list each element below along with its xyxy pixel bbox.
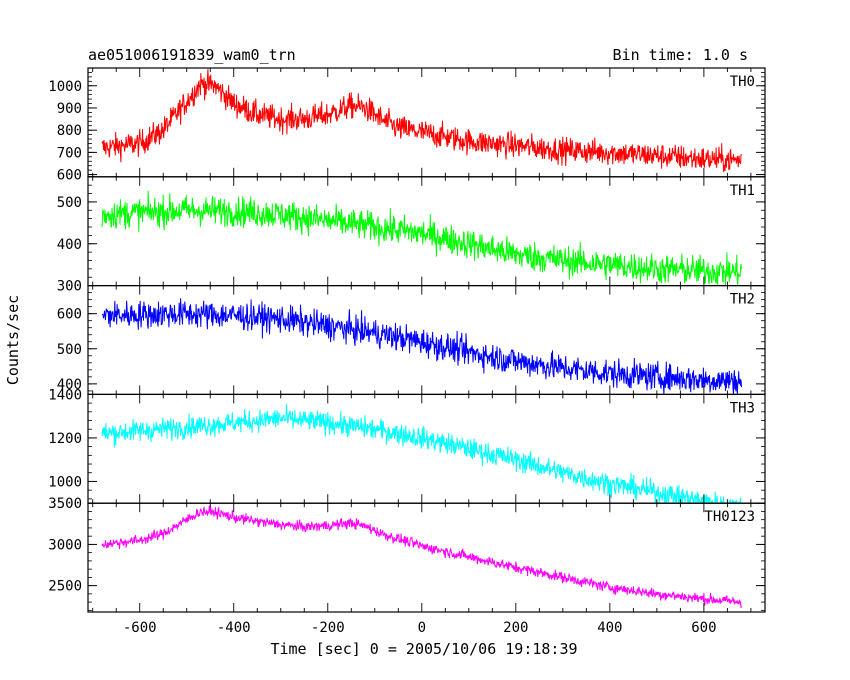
y-tick-label: 400	[57, 377, 82, 393]
y-tick-label: 3000	[48, 537, 82, 553]
panel-label: TH1	[730, 183, 755, 199]
chart-title: ae051006191839_wam0_trn	[88, 46, 296, 64]
panel-th0: TH0 600 700 800 900 1000	[48, 67, 766, 184]
series-th0123-line	[101, 505, 742, 609]
y-tick-label: 700	[57, 145, 82, 161]
series-th3-line	[101, 404, 742, 504]
y-tick-label: 300	[57, 279, 82, 295]
series-th1-line	[101, 190, 742, 286]
y-tick-label: 400	[57, 237, 82, 253]
y-tick-label: 1000	[48, 474, 82, 490]
x-tick-label: -200	[311, 620, 345, 636]
x-tick-label: -600	[123, 620, 157, 636]
y-tick-label: 1400	[48, 387, 82, 403]
panel-th2: TH2 400 500 600	[57, 285, 766, 396]
x-tick-label: 0	[418, 620, 426, 636]
x-axis-label: Time [sec] 0 = 2005/10/06 19:18:39	[270, 640, 577, 658]
panel-label: TH0123	[704, 509, 755, 525]
panel-label: TH2	[730, 292, 755, 308]
y-tick-label: 500	[57, 195, 82, 211]
y-tick-label: 2500	[48, 579, 82, 595]
panel-th3: TH3 1000 1200 1400	[48, 387, 766, 504]
x-tick-label: 400	[597, 620, 622, 636]
bin-time-label: Bin time: 1.0 s	[613, 46, 748, 64]
panel-frame	[87, 502, 766, 613]
series-th2-line	[101, 298, 742, 395]
x-tick-label: -400	[217, 620, 251, 636]
x-tick-label: 200	[503, 620, 528, 636]
y-tick-label: 600	[57, 168, 82, 184]
y-tick-label: 500	[57, 342, 82, 358]
series-th0-line	[101, 69, 742, 172]
y-tick-label: 600	[57, 307, 82, 323]
panel-th1: TH1 300 400 500	[57, 176, 766, 295]
y-tick-label: 1000	[48, 79, 82, 95]
panels-group: TH0 600 700 800 900 1000 TH1 300 400 500 TH2 400 500…	[48, 67, 766, 613]
x-axis: -600 -400 -200 0 200 400 600	[123, 620, 717, 636]
panel-label: TH3	[730, 400, 755, 416]
panel-label: TH0	[730, 74, 755, 90]
y-tick-label: 3500	[48, 496, 82, 512]
y-axis-label: Counts/sec	[4, 295, 22, 385]
y-tick-label: 1200	[48, 431, 82, 447]
x-tick-label: 600	[691, 620, 716, 636]
panel-th0123: TH0123 2500 3000 3500	[48, 496, 766, 613]
y-tick-label: 800	[57, 123, 82, 139]
y-tick-label: 900	[57, 101, 82, 117]
